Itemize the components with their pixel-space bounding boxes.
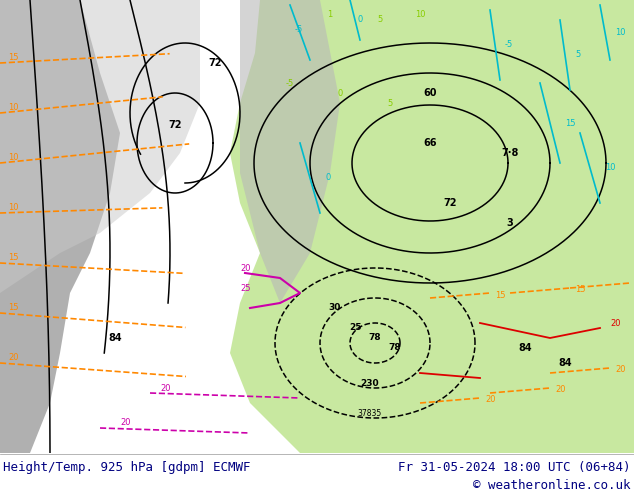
Text: 0: 0	[358, 16, 363, 24]
Text: -5: -5	[286, 78, 294, 88]
Text: 84: 84	[518, 343, 532, 353]
Text: 0: 0	[337, 89, 342, 98]
Text: 84: 84	[558, 358, 572, 368]
Text: 10: 10	[8, 103, 18, 113]
Text: 15: 15	[565, 119, 576, 127]
Text: 20: 20	[610, 319, 621, 328]
Text: 37835: 37835	[358, 409, 382, 417]
Text: 15: 15	[575, 286, 586, 294]
Text: 10: 10	[8, 153, 18, 163]
Text: 78: 78	[369, 334, 381, 343]
Text: 10: 10	[615, 28, 626, 38]
Text: 72: 72	[443, 198, 456, 208]
Polygon shape	[450, 0, 634, 173]
Text: 15: 15	[495, 291, 505, 299]
Text: 230: 230	[361, 378, 379, 388]
Text: -5: -5	[295, 25, 303, 34]
Text: 30: 30	[329, 303, 341, 313]
Text: 0: 0	[325, 173, 330, 182]
Text: 5: 5	[387, 98, 392, 107]
Text: 20: 20	[555, 386, 566, 394]
Text: 20: 20	[160, 384, 171, 393]
Text: 10: 10	[605, 164, 616, 172]
Text: 5: 5	[575, 50, 580, 59]
Text: 7·8: 7·8	[501, 148, 519, 158]
Polygon shape	[240, 0, 340, 303]
Polygon shape	[230, 0, 634, 453]
Text: 15: 15	[8, 303, 18, 313]
Polygon shape	[0, 0, 200, 293]
Text: 20: 20	[485, 395, 496, 405]
Text: 66: 66	[424, 138, 437, 148]
Text: Height/Temp. 925 hPa [gdpm] ECMWF: Height/Temp. 925 hPa [gdpm] ECMWF	[3, 461, 250, 473]
Text: 20: 20	[240, 264, 250, 273]
Text: 72: 72	[168, 120, 182, 130]
Text: © weatheronline.co.uk: © weatheronline.co.uk	[474, 479, 631, 490]
Text: 25: 25	[240, 284, 250, 293]
Text: 3: 3	[507, 218, 514, 228]
Text: 15: 15	[8, 53, 18, 63]
Text: 60: 60	[424, 88, 437, 98]
Text: 15: 15	[8, 253, 18, 263]
Text: 25: 25	[349, 323, 361, 333]
Text: 72: 72	[208, 58, 222, 68]
Text: 84: 84	[108, 333, 122, 343]
Text: -5: -5	[505, 41, 514, 49]
Text: 5: 5	[377, 16, 383, 24]
Text: 1: 1	[327, 10, 333, 20]
Text: 10: 10	[8, 203, 18, 213]
Text: Fr 31-05-2024 18:00 UTC (06+84): Fr 31-05-2024 18:00 UTC (06+84)	[398, 461, 631, 473]
Polygon shape	[0, 0, 120, 453]
Text: 78: 78	[389, 343, 401, 352]
Text: 20: 20	[120, 418, 131, 427]
Text: 10: 10	[415, 10, 425, 20]
Text: 20: 20	[8, 353, 18, 363]
Text: 20: 20	[615, 366, 626, 374]
